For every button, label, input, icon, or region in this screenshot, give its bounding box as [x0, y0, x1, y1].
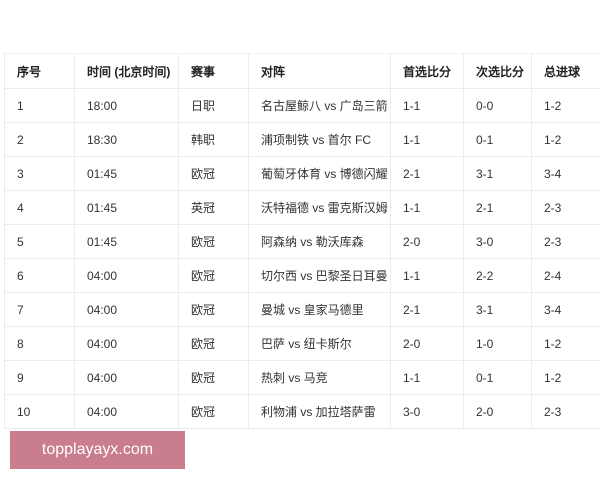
- cell-first-score: 2-1: [390, 156, 464, 191]
- cell-league: 日职: [178, 88, 249, 123]
- cell-first-score: 2-0: [390, 326, 464, 361]
- cell-league: 欧冠: [178, 224, 249, 259]
- cell-total-goals: 2-4: [531, 258, 600, 293]
- cell-first-score: 1-1: [390, 122, 464, 157]
- cell-second-score: 1-0: [463, 326, 532, 361]
- watermark: topplayayx.com: [10, 431, 185, 469]
- cell-total-goals: 1-2: [531, 122, 600, 157]
- cell-league: 欧冠: [178, 394, 249, 429]
- cell-index: 6: [4, 258, 75, 293]
- cell-league: 欧冠: [178, 156, 249, 191]
- cell-second-score: 0-1: [463, 360, 532, 395]
- cell-matchup: 名古屋鲸八 vs 广岛三箭: [248, 88, 391, 123]
- table-row: 10 04:00 欧冠 利物浦 vs 加拉塔萨雷 3-0 2-0 2-3: [4, 394, 600, 429]
- column-header-second-score: 次选比分: [463, 53, 532, 89]
- cell-second-score: 2-0: [463, 394, 532, 429]
- cell-index: 2: [4, 122, 75, 157]
- cell-total-goals: 1-2: [531, 88, 600, 123]
- cell-total-goals: 2-3: [531, 394, 600, 429]
- table-row: 4 01:45 英冠 沃特福德 vs 雷克斯汉姆 1-1 2-1 2-3: [4, 190, 600, 225]
- cell-first-score: 2-0: [390, 224, 464, 259]
- cell-league: 英冠: [178, 190, 249, 225]
- column-header-matchup: 对阵: [248, 53, 391, 89]
- cell-first-score: 1-1: [390, 360, 464, 395]
- cell-league: 欧冠: [178, 258, 249, 293]
- cell-time: 04:00: [74, 326, 179, 361]
- cell-index: 1: [4, 88, 75, 123]
- match-prediction-table: 序号 时间 (北京时间) 赛事 对阵 首选比分 次选比分 总进球 1 18:00 日职 名古屋鲸八…: [4, 53, 600, 429]
- cell-second-score: 3-1: [463, 156, 532, 191]
- cell-first-score: 3-0: [390, 394, 464, 429]
- cell-total-goals: 1-2: [531, 326, 600, 361]
- cell-matchup: 阿森纳 vs 勒沃库森: [248, 224, 391, 259]
- cell-index: 9: [4, 360, 75, 395]
- cell-league: 欧冠: [178, 326, 249, 361]
- table-row: 8 04:00 欧冠 巴萨 vs 纽卡斯尔 2-0 1-0 1-2: [4, 326, 600, 361]
- cell-matchup: 切尔西 vs 巴黎圣日耳曼: [248, 258, 391, 293]
- table-row: 7 04:00 欧冠 曼城 vs 皇家马德里 2-1 3-1 3-4: [4, 292, 600, 327]
- cell-time: 04:00: [74, 292, 179, 327]
- cell-second-score: 0-0: [463, 88, 532, 123]
- cell-index: 3: [4, 156, 75, 191]
- cell-league: 韩职: [178, 122, 249, 157]
- cell-index: 10: [4, 394, 75, 429]
- column-header-first-score: 首选比分: [390, 53, 464, 89]
- cell-league: 欧冠: [178, 292, 249, 327]
- cell-second-score: 3-0: [463, 224, 532, 259]
- table-row: 3 01:45 欧冠 葡萄牙体育 vs 博德闪耀 2-1 3-1 3-4: [4, 156, 600, 191]
- cell-total-goals: 1-2: [531, 360, 600, 395]
- cell-first-score: 1-1: [390, 190, 464, 225]
- cell-matchup: 热刺 vs 马竞: [248, 360, 391, 395]
- cell-index: 4: [4, 190, 75, 225]
- column-header-time: 时间 (北京时间): [74, 53, 179, 89]
- cell-total-goals: 2-3: [531, 190, 600, 225]
- cell-total-goals: 3-4: [531, 292, 600, 327]
- cell-second-score: 0-1: [463, 122, 532, 157]
- cell-time: 01:45: [74, 156, 179, 191]
- cell-time: 18:00: [74, 88, 179, 123]
- table-row: 5 01:45 欧冠 阿森纳 vs 勒沃库森 2-0 3-0 2-3: [4, 224, 600, 259]
- cell-league: 欧冠: [178, 360, 249, 395]
- cell-index: 5: [4, 224, 75, 259]
- cell-total-goals: 3-4: [531, 156, 600, 191]
- cell-first-score: 2-1: [390, 292, 464, 327]
- cell-matchup: 沃特福德 vs 雷克斯汉姆: [248, 190, 391, 225]
- cell-matchup: 利物浦 vs 加拉塔萨雷: [248, 394, 391, 429]
- cell-total-goals: 2-3: [531, 224, 600, 259]
- cell-time: 04:00: [74, 360, 179, 395]
- column-header-league: 赛事: [178, 53, 249, 89]
- cell-index: 8: [4, 326, 75, 361]
- column-header-total-goals: 总进球: [531, 53, 600, 89]
- table-row: 2 18:30 韩职 浦项制铁 vs 首尔 FC 1-1 0-1 1-2: [4, 122, 600, 157]
- cell-second-score: 2-2: [463, 258, 532, 293]
- cell-time: 04:00: [74, 258, 179, 293]
- cell-first-score: 1-1: [390, 88, 464, 123]
- cell-first-score: 1-1: [390, 258, 464, 293]
- cell-matchup: 葡萄牙体育 vs 博德闪耀: [248, 156, 391, 191]
- table-row: 1 18:00 日职 名古屋鲸八 vs 广岛三箭 1-1 0-0 1-2: [4, 88, 600, 123]
- cell-time: 01:45: [74, 224, 179, 259]
- cell-time: 01:45: [74, 190, 179, 225]
- table-header-row: 序号 时间 (北京时间) 赛事 对阵 首选比分 次选比分 总进球: [4, 53, 600, 89]
- table-row: 6 04:00 欧冠 切尔西 vs 巴黎圣日耳曼 1-1 2-2 2-4: [4, 258, 600, 293]
- cell-index: 7: [4, 292, 75, 327]
- cell-second-score: 3-1: [463, 292, 532, 327]
- cell-matchup: 浦项制铁 vs 首尔 FC: [248, 122, 391, 157]
- cell-second-score: 2-1: [463, 190, 532, 225]
- column-header-index: 序号: [4, 53, 75, 89]
- cell-time: 18:30: [74, 122, 179, 157]
- table-row: 9 04:00 欧冠 热刺 vs 马竞 1-1 0-1 1-2: [4, 360, 600, 395]
- cell-matchup: 巴萨 vs 纽卡斯尔: [248, 326, 391, 361]
- cell-time: 04:00: [74, 394, 179, 429]
- cell-matchup: 曼城 vs 皇家马德里: [248, 292, 391, 327]
